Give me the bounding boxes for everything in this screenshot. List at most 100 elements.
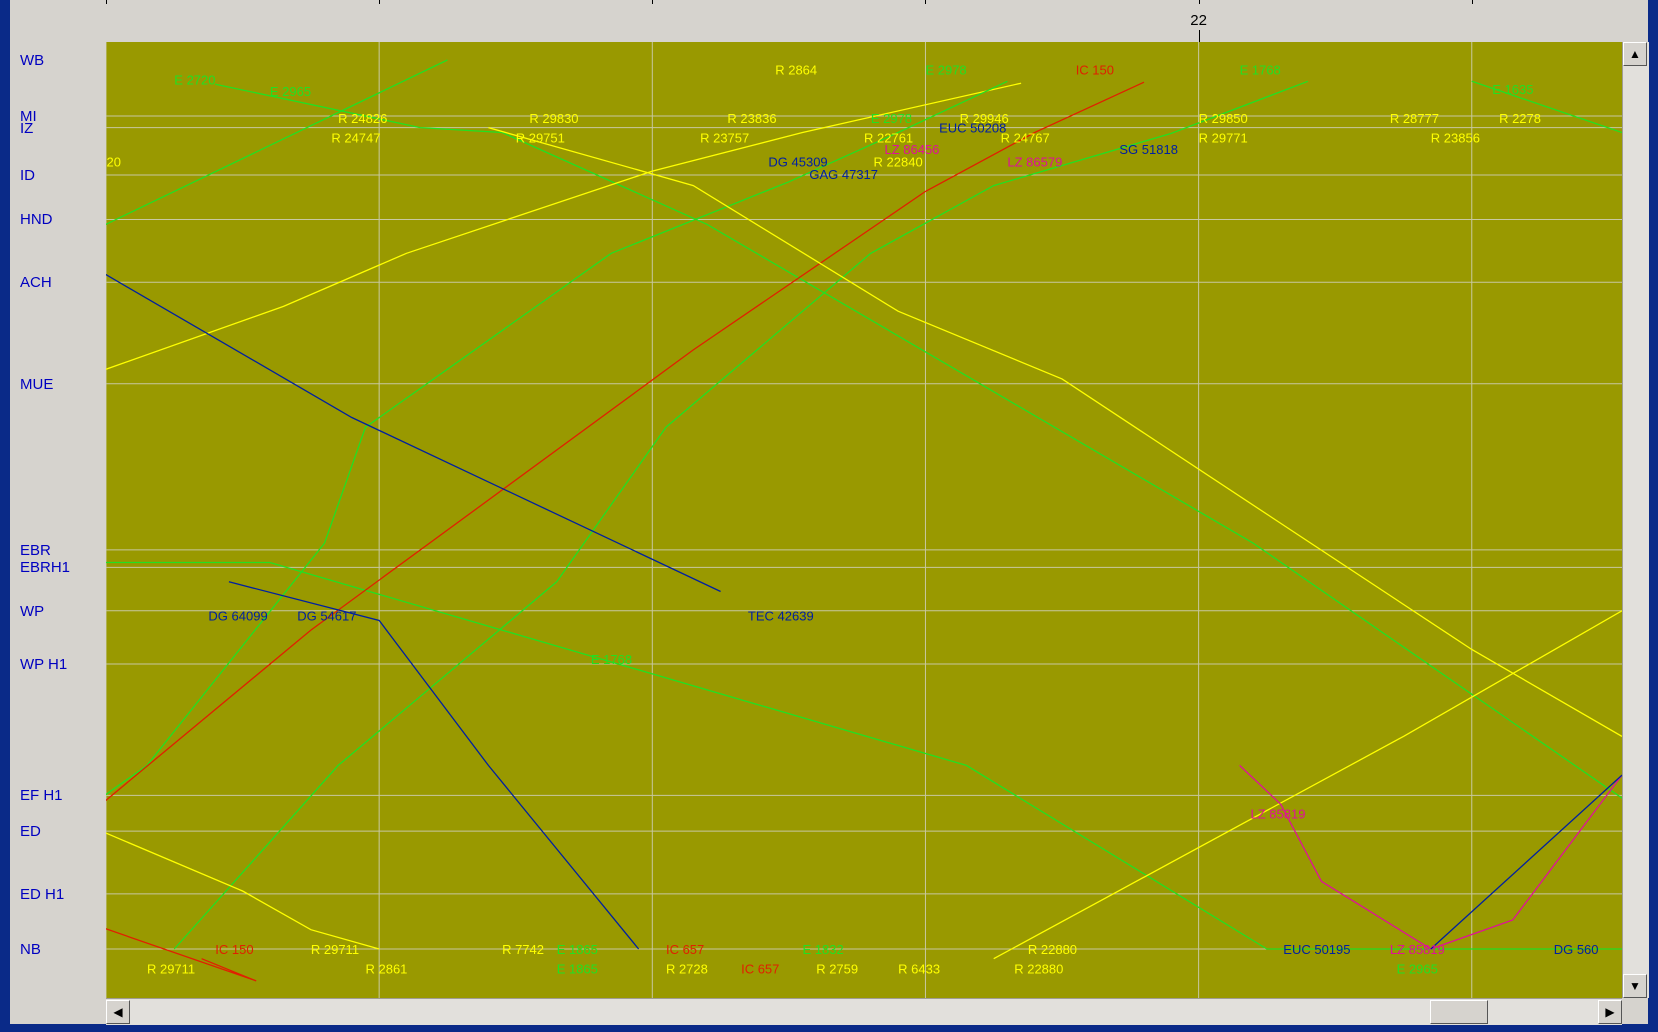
train-label: R 23856 [1431,130,1480,145]
scroll-up-button[interactable]: ▲ [1623,42,1647,66]
train-label: E 1865 [557,961,598,976]
train-path [488,126,1622,737]
train-label: R 28777 [1390,111,1439,126]
train-label: IC 657 [741,961,779,976]
station-label: NB [20,941,41,958]
train-path [1239,764,1622,950]
train-label: E 1832 [803,942,844,957]
train-label: E 2978 [871,111,912,126]
train-label: EUC 50195 [1283,942,1350,957]
hour-label: 22 [1190,12,1207,29]
station-label: ACH [20,274,52,292]
train-label: E 1635 [1492,82,1533,97]
train-label: R 6433 [898,961,940,976]
station-label: MUE [20,375,54,393]
train-label: R 24826 [338,111,387,126]
time-tick [652,0,654,4]
arrow-up-icon: ▲ [1629,47,1641,61]
train-label: IC 657 [666,942,704,957]
train-label: R 7742 [502,942,544,957]
train-label: R 29771 [1199,130,1248,145]
station-label: EBR [20,541,51,559]
station-label: IZ [20,119,34,137]
train-label: R 24747 [331,130,380,145]
arrow-down-icon: ▼ [1629,979,1641,993]
train-path [993,610,1622,960]
train-label: LZ 86579 [1007,154,1062,169]
station-label: ED H1 [20,885,65,903]
train-label: DG 45309 [768,154,827,169]
train-label: EUC 50208 [939,121,1006,136]
train-label: R 2864 [775,63,817,78]
train-graph: E 2720 E 2965 R 2864 E 2978 IC 150 E 1768 E 16… [106,42,1622,998]
window-frame-right [1648,0,1658,1032]
train-label: LZ 85819 [1390,942,1445,957]
arrow-left-icon: ◀ [113,1005,123,1019]
train-label: R 22880 [1028,942,1077,957]
scroll-left-button[interactable]: ◀ [106,1000,130,1024]
window-frame-left [0,0,10,1032]
vertical-scrollbar[interactable]: ▲ ▼ [1622,42,1649,998]
train-label: E 2965 [1397,961,1438,976]
train-label: R 29850 [1199,111,1248,126]
station-label: WP H1 [20,655,68,673]
station-label: ED [20,823,41,841]
scroll-right-button[interactable]: ▶ [1598,1000,1622,1024]
time-tick [1471,0,1473,4]
train-graph-svg: E 2720 E 2965 R 2864 E 2978 IC 150 E 1768 E 16… [106,42,1622,998]
train-label: R 23836 [727,111,776,126]
train-label: R 2759 [816,961,858,976]
train-path [106,59,448,226]
station-label: HND [20,211,53,229]
train-label: R 29946 [960,111,1009,126]
train-label: R 29751 [516,130,565,145]
scroll-down-button[interactable]: ▼ [1623,974,1647,998]
train-label: R 22761 [864,130,913,145]
station-label: WB [20,52,45,69]
train-label: R 22880 [1014,961,1063,976]
train-path [106,832,380,950]
train-label: IC 150 [1076,63,1114,78]
train-label: IC 150 [215,942,253,957]
scrollbar-corner [1622,998,1648,1024]
train-label: E 2978 [925,63,966,78]
train-path [228,581,640,950]
train-label: E 1865 [557,942,598,957]
train-path [1471,80,1622,134]
train-label: R 29711 [311,942,359,957]
train-label: DG 54617 [297,609,356,624]
train-label: R 2728 [666,961,708,976]
station-label: MI [20,108,37,126]
train-path [1430,774,1622,950]
train-label: R 24767 [1001,130,1050,145]
train-label: LZ 85819 [1251,807,1306,822]
train-label: DG 560 [1554,942,1599,957]
train-label: SG 51818 [1119,142,1178,157]
time-tick [379,0,381,4]
train-label: LZ 86456 [884,142,939,157]
train-label: R 22820 [106,154,121,169]
train-label: R 23757 [700,130,749,145]
window-frame-bottom [0,1024,1658,1032]
train-path [106,82,1022,371]
train-label: E 2965 [270,84,311,99]
station-label: WP [20,602,45,620]
horizontal-scrollbar[interactable]: ◀ ▶ [106,998,1622,1025]
train-label: E 2720 [174,72,215,87]
train-path [106,273,721,593]
arrow-right-icon: ▶ [1605,1005,1615,1019]
train-label: R 22840 [874,154,923,169]
station-label: ID [20,166,35,184]
train-label: DG 64099 [208,609,267,624]
train-label: E 1768 [591,652,632,667]
train-path [106,80,1008,796]
time-tick [925,0,927,4]
time-tick [1198,0,1200,4]
station-label: EBRH1 [20,559,71,577]
hour-tick [1198,30,1200,42]
train-label: R 2861 [365,961,407,976]
train-label: GAG 47317 [809,167,878,182]
train-path [106,83,1622,950]
train-label: R 2278 [1499,111,1541,126]
horizontal-scroll-thumb[interactable] [1430,1000,1488,1024]
